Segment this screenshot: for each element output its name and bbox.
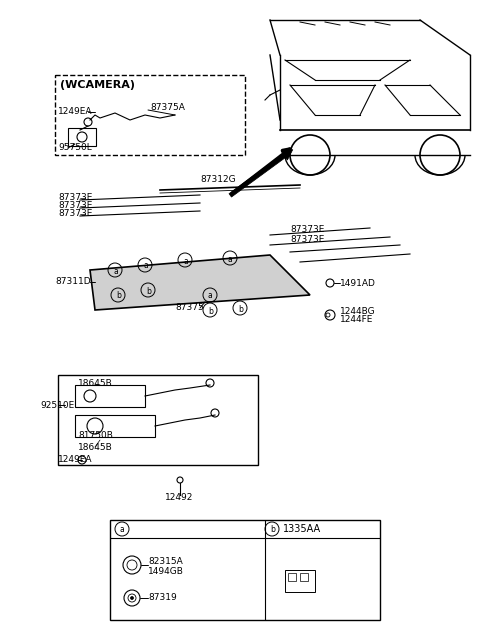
Bar (300, 573, 308, 581)
Text: 87373E: 87373E (58, 209, 92, 219)
Text: 87373E: 87373E (290, 226, 324, 235)
Bar (110, 520, 380, 620)
Text: 87373E: 87373E (58, 193, 92, 202)
Text: 87375: 87375 (175, 303, 204, 312)
Text: b: b (238, 305, 243, 314)
Text: a: a (208, 291, 213, 300)
Bar (68, 128, 96, 146)
Text: a: a (228, 254, 233, 263)
Text: b: b (146, 286, 151, 296)
Text: 18645B: 18645B (78, 378, 113, 387)
Text: a: a (143, 261, 148, 270)
Text: 1491AD: 1491AD (340, 279, 376, 287)
Text: 87312G: 87312G (200, 176, 236, 184)
Text: 82315A: 82315A (148, 558, 183, 567)
Text: b: b (116, 291, 121, 300)
Text: a: a (183, 256, 188, 265)
Bar (58, 375, 258, 465)
Text: b: b (270, 525, 275, 534)
Text: a: a (120, 525, 125, 534)
Text: 1335AA: 1335AA (283, 524, 321, 534)
Text: 92510E: 92510E (40, 401, 74, 410)
Bar (75, 385, 145, 407)
Text: 87373E: 87373E (58, 202, 92, 211)
Bar (285, 570, 315, 592)
Text: a: a (113, 266, 118, 275)
Polygon shape (90, 255, 310, 310)
Text: b: b (208, 307, 213, 315)
Text: 87319: 87319 (148, 593, 177, 602)
Text: 18645B: 18645B (78, 443, 113, 452)
Text: 1494GB: 1494GB (148, 567, 184, 576)
Text: 81750B: 81750B (78, 431, 113, 439)
Text: 1244BG: 1244BG (340, 307, 376, 317)
Bar (75, 415, 155, 437)
FancyBboxPatch shape (55, 75, 245, 155)
Text: 87375A: 87375A (150, 102, 185, 111)
Text: 12492: 12492 (165, 494, 193, 502)
Text: 95750L: 95750L (58, 144, 92, 153)
Text: 1249EA: 1249EA (58, 107, 93, 116)
Text: 1249EA: 1249EA (58, 455, 93, 464)
Text: 1244FE: 1244FE (340, 315, 373, 324)
Text: 87373E: 87373E (290, 235, 324, 244)
Circle shape (131, 597, 133, 600)
Text: 87311D: 87311D (55, 277, 91, 286)
Text: (WCAMERA): (WCAMERA) (60, 80, 135, 90)
Bar (288, 573, 296, 581)
